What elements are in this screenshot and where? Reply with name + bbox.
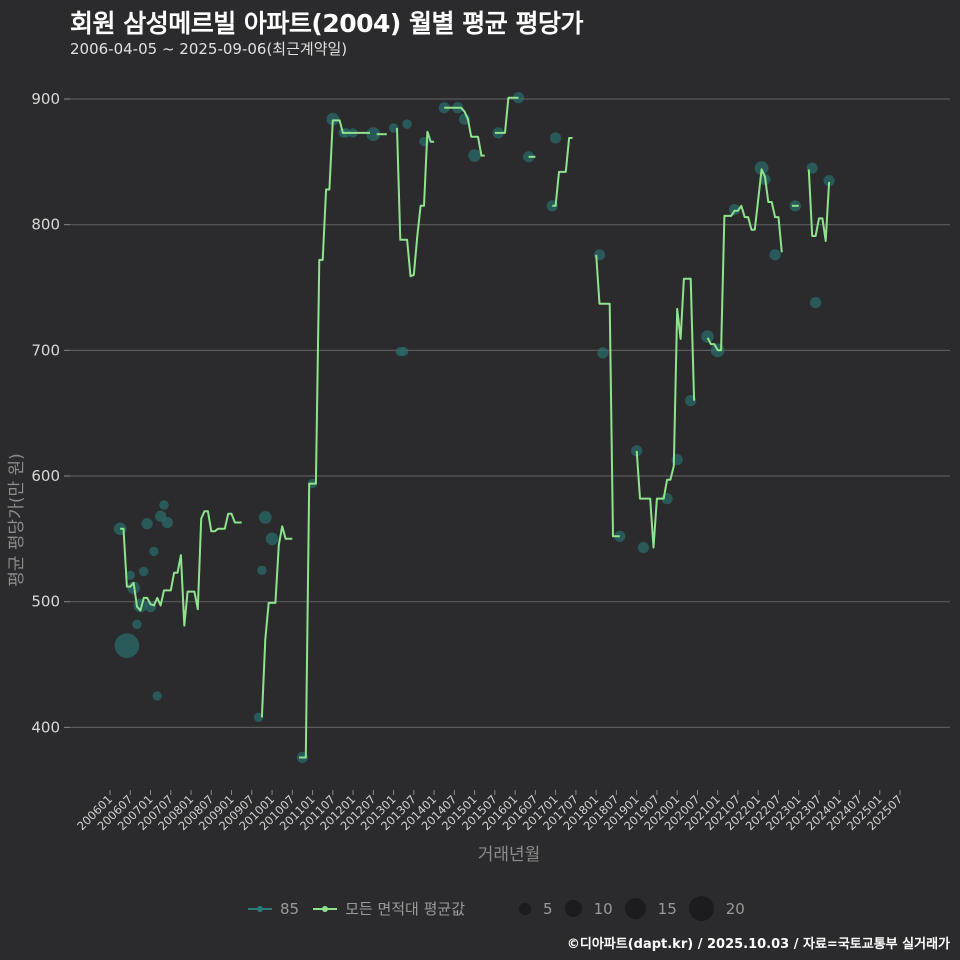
svg-text:700: 700 (31, 341, 60, 359)
gridlines (70, 98, 950, 728)
chart-title: 회원 삼성메르빌 아파트(2004) 월별 평균 평당가 (70, 9, 583, 38)
legend-item-85: 85 (248, 899, 299, 919)
size-legend-item: 10 (564, 899, 613, 918)
size-label: 10 (593, 899, 613, 918)
x-axis-title: 거래년월 (478, 845, 541, 865)
size-legend-item: 20 (688, 896, 745, 921)
scatter-points-85 (113, 92, 835, 764)
svg-text:600: 600 (31, 467, 60, 485)
svg-text:400: 400 (31, 718, 60, 736)
legend-line-icon (248, 899, 272, 919)
y-axis-title: 평균 평당가(만 원) (7, 453, 27, 587)
y-axis-ticks: 400 500 600 700 800 900 (31, 90, 70, 736)
size-legend-item: 5 (519, 900, 553, 918)
legend-label: 85 (280, 899, 300, 918)
size-label: 15 (657, 899, 677, 918)
size-label: 20 (725, 899, 745, 918)
legend: 85 모든 면적대 평균값 5 10 15 20 (248, 896, 757, 921)
x-axis-ticks: 2006012006072007012007072008012008072009… (74, 790, 905, 833)
size-circle-icon (519, 902, 532, 915)
chart-subtitle: 2006-04-05 ~ 2025-09-06(최근계약일) (70, 40, 348, 58)
size-label: 5 (543, 899, 553, 918)
size-circle-icon (688, 896, 714, 921)
svg-text:800: 800 (31, 216, 60, 234)
average-line-series (120, 96, 831, 759)
size-legend-item: 15 (624, 898, 677, 919)
size-circle-icon (564, 900, 582, 917)
size-legend: 5 10 15 20 (519, 896, 757, 921)
source-footer: ©디아파트(dapt.kr) / 2025.10.03 / 자료=국토교통부 실… (566, 937, 950, 952)
svg-text:900: 900 (31, 90, 60, 108)
legend-line-icon (313, 899, 338, 919)
svg-text:500: 500 (31, 593, 60, 611)
legend-item-average: 모든 면적대 평균값 (313, 898, 465, 919)
legend-label: 모든 면적대 평균값 (345, 900, 466, 918)
size-circle-icon (624, 898, 646, 919)
